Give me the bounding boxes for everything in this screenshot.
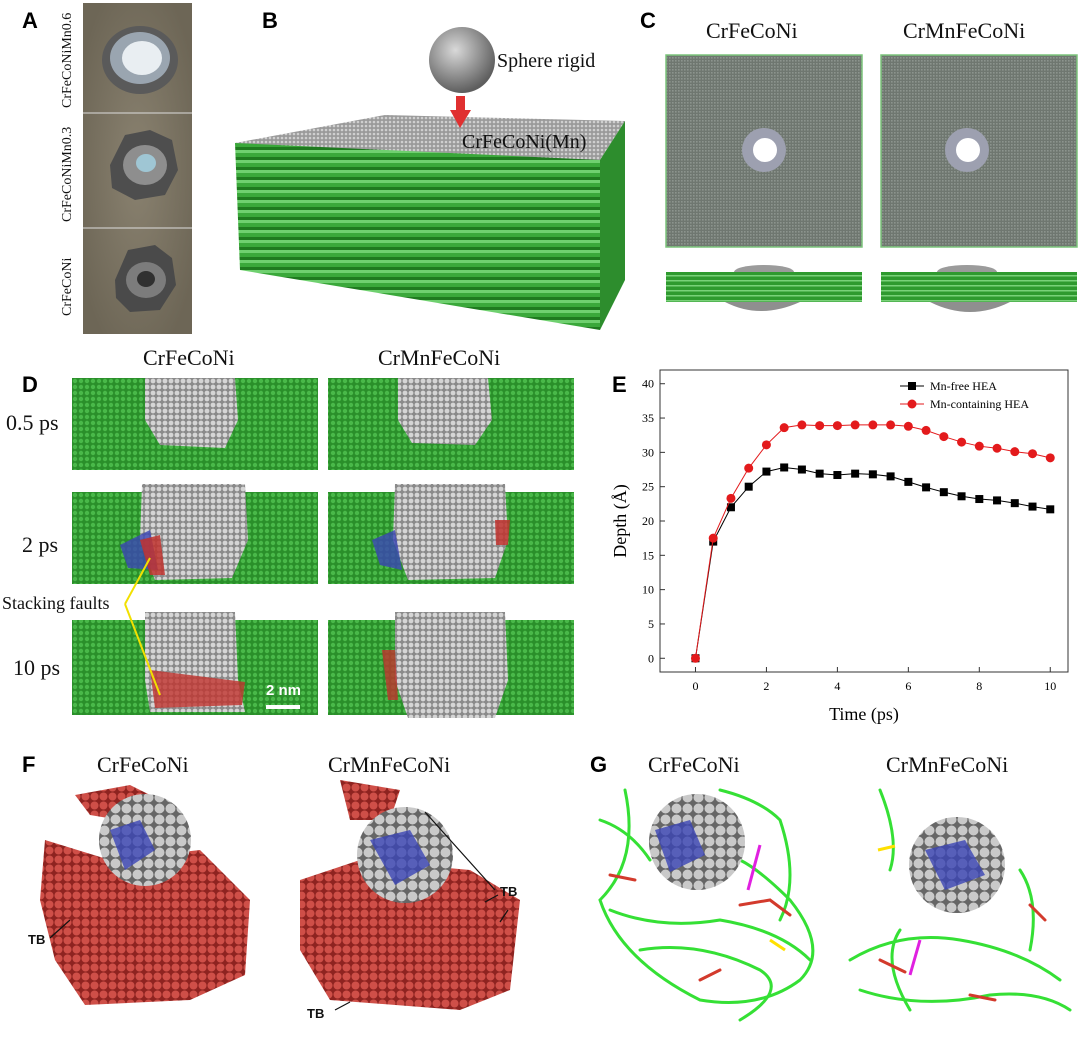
data-point <box>762 467 771 476</box>
panel-label-c: C <box>640 8 656 33</box>
stacking-faults-annotation: Stacking faults <box>2 593 110 613</box>
data-point <box>921 425 931 435</box>
panel-label-f: F <box>22 752 36 777</box>
y-tick-label: 25 <box>642 480 654 494</box>
legend-entry: Mn-containing HEA <box>930 397 1029 411</box>
sample-photo-mn03 <box>110 130 178 200</box>
data-point <box>797 420 807 430</box>
legend-marker <box>908 382 916 390</box>
data-point <box>797 465 806 474</box>
sample-photo-mn06 <box>102 26 178 94</box>
data-point <box>1045 453 1055 463</box>
y-tick-label: 15 <box>642 548 654 562</box>
y-tick-label: 10 <box>642 583 654 597</box>
tb-label-right: TB <box>500 884 518 899</box>
data-point <box>939 488 948 497</box>
panel-label-b: B <box>262 8 278 33</box>
panel-d-title-left: CrFeCoNi <box>143 345 235 370</box>
data-point <box>815 469 824 478</box>
tb-label-bottom: TB <box>307 1006 325 1021</box>
sphere-rigid-label: Sphere rigid <box>497 50 596 72</box>
watermark-text: 大数跨境 <box>60 1014 140 1038</box>
y-tick-label: 40 <box>642 377 654 391</box>
data-point <box>779 423 789 433</box>
data-point <box>1010 499 1019 508</box>
x-tick-label: 6 <box>905 679 911 693</box>
legend-marker <box>907 399 917 409</box>
data-point <box>974 441 984 451</box>
time-label-10ps: 10 ps <box>13 655 61 680</box>
x-tick-label: 0 <box>692 679 698 693</box>
panel-c-title-right: CrMnFeCoNi <box>903 18 1026 43</box>
data-point <box>1046 505 1055 514</box>
data-point <box>833 471 842 480</box>
data-point <box>851 469 860 478</box>
panel-d-title-right: CrMnFeCoNi <box>378 345 501 370</box>
data-point <box>975 495 984 504</box>
data-point <box>904 477 913 486</box>
panel-f-title-left: CrFeCoNi <box>97 752 189 777</box>
data-point <box>922 483 931 492</box>
data-point <box>868 470 877 479</box>
data-point <box>780 463 789 472</box>
data-point <box>939 432 949 442</box>
x-tick-label: 4 <box>834 679 840 693</box>
data-point <box>744 482 753 491</box>
data-point <box>850 420 860 430</box>
y-tick-label: 35 <box>642 411 654 425</box>
y-axis-label: Depth (Å) <box>610 484 631 557</box>
data-point <box>815 421 825 431</box>
panel-label-d: D <box>22 372 38 397</box>
data-point <box>708 533 718 543</box>
panel-g-title-right: CrMnFeCoNi <box>886 752 1009 777</box>
data-point <box>886 420 896 430</box>
data-point <box>992 443 1002 453</box>
data-point <box>1010 447 1020 457</box>
target-material-label: CrFeCoNi(Mn) <box>462 131 587 153</box>
data-point <box>726 503 735 512</box>
rigid-sphere <box>429 27 495 93</box>
x-tick-label: 2 <box>763 679 769 693</box>
y-tick-label: 30 <box>642 445 654 459</box>
y-tick-label: 5 <box>648 617 654 631</box>
y-tick-label: 0 <box>648 651 654 665</box>
data-point <box>957 492 966 501</box>
time-label-05ps: 0.5 ps <box>6 410 59 435</box>
sample-photo-crfeconi <box>115 245 176 312</box>
panel-g-title-left: CrFeCoNi <box>648 752 740 777</box>
panel-label-g: G <box>590 752 608 777</box>
panel-label-e: E <box>612 372 627 397</box>
panel-f-title-right: CrMnFeCoNi <box>328 752 451 777</box>
watermark-logo-icon <box>19 1013 51 1031</box>
x-axis-label: Time (ps) <box>829 704 899 725</box>
tb-label-left: TB <box>28 932 46 947</box>
data-point <box>1028 502 1037 511</box>
x-tick-label: 10 <box>1044 679 1056 693</box>
legend-entry: Mn-free HEA <box>930 379 997 393</box>
data-point <box>886 472 895 481</box>
data-point <box>993 496 1002 505</box>
data-point <box>957 437 967 447</box>
scalebar-label: 2 nm <box>266 682 302 699</box>
data-point <box>761 440 771 450</box>
x-tick-label: 8 <box>976 679 982 693</box>
data-point <box>726 493 736 503</box>
y-tick-label: 20 <box>642 514 654 528</box>
data-point <box>744 463 754 473</box>
panel-label-a: A <box>22 8 38 33</box>
time-label-2ps: 2 ps <box>22 532 59 557</box>
data-point <box>690 653 700 663</box>
data-point <box>1028 449 1038 459</box>
data-point <box>832 421 842 431</box>
data-point <box>868 420 878 430</box>
panel-c-title-left: CrFeCoNi <box>706 18 798 43</box>
data-point <box>903 421 913 431</box>
